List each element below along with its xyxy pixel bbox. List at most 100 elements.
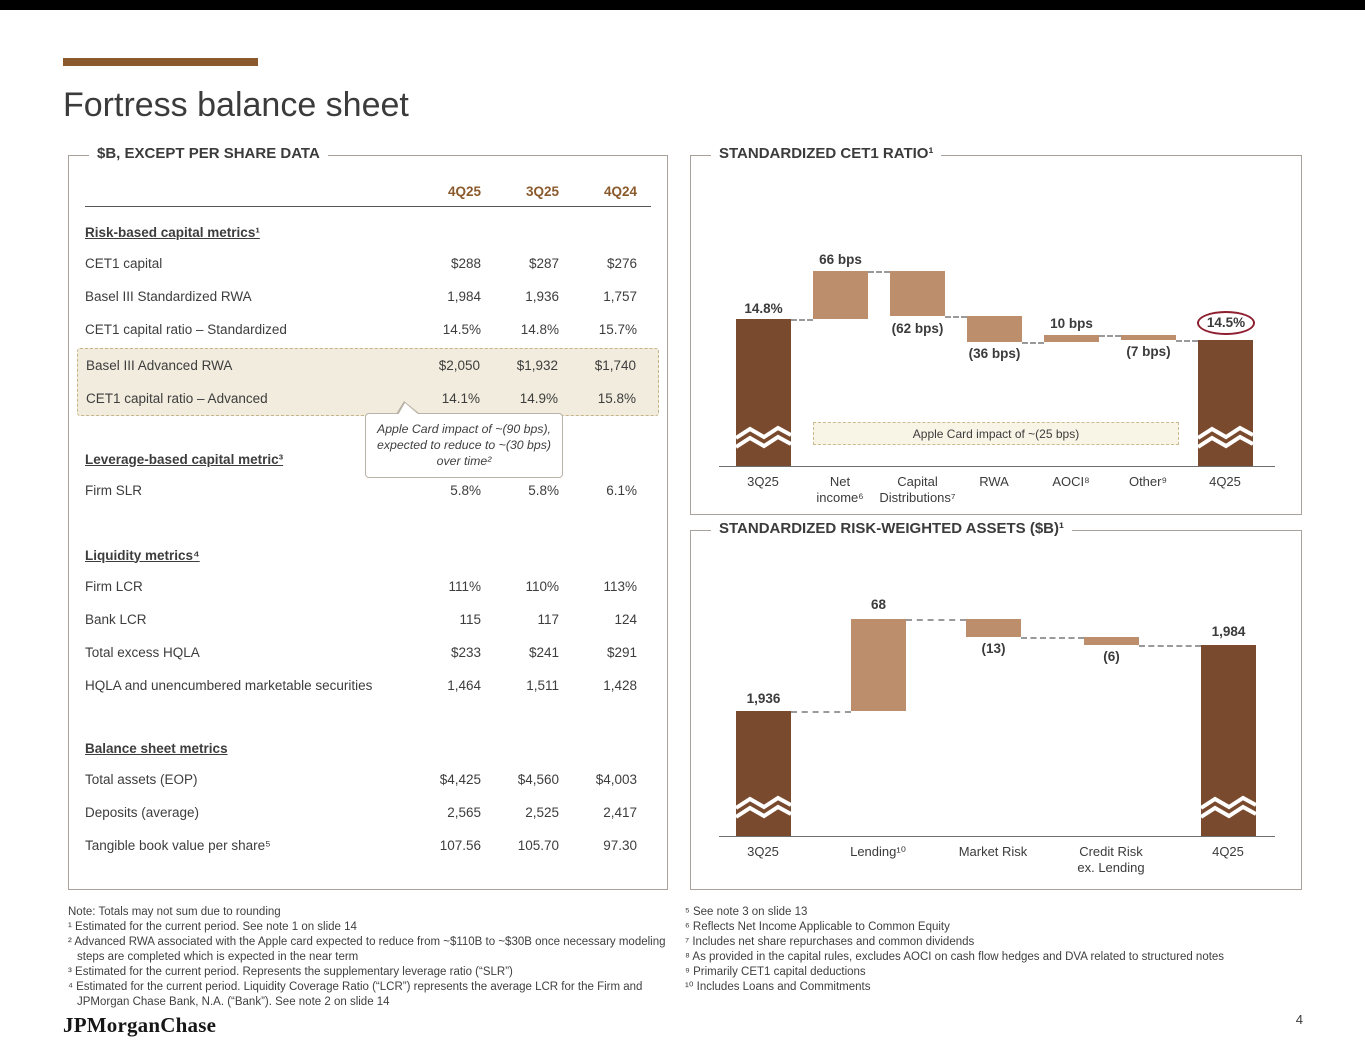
row-value: 124 — [614, 612, 637, 627]
waterfall-bar-credit-risk — [1084, 637, 1139, 645]
row-value: 117 — [537, 612, 559, 627]
row-value: 1,757 — [603, 289, 637, 304]
table-row: Basel III Standardized RWA 1,984 1,936 1… — [85, 280, 651, 313]
table-row: Tangible book value per share⁵ 107.56 10… — [85, 829, 651, 862]
x-axis-label: Market Risk — [958, 844, 1028, 859]
apple-card-annotation: Apple Card impact of ~(25 bps) — [813, 422, 1179, 445]
connector-line — [906, 619, 966, 621]
connector-line — [945, 316, 967, 318]
bar-label-4q25: 1,984 — [1211, 624, 1246, 639]
row-value: $288 — [450, 256, 481, 271]
x-axis-label: 3Q25 — [747, 844, 779, 859]
footnote: ² Advanced RWA associated with the Apple… — [68, 935, 666, 963]
x-axis-label: Lending¹⁰ — [850, 844, 906, 859]
row-value: 1,511 — [526, 678, 559, 693]
row-value: 2,417 — [603, 805, 637, 820]
table-row: Bank LCR 115 117 124 — [85, 603, 651, 636]
connector-line — [791, 711, 851, 713]
footnote: ⁵ See note 3 on slide 13 — [685, 906, 808, 918]
rwa-panel: STANDARDIZED RISK-WEIGHTED ASSETS ($B)¹ … — [690, 520, 1302, 890]
footnotes-left: Note: Totals may not sum due to rounding… — [68, 905, 670, 1010]
footnote: ⁶ Reflects Net Income Applicable to Comm… — [685, 920, 950, 933]
apple-card-callout: Apple Card impact of ~(90 bps), expected… — [365, 401, 563, 478]
row-value: 113% — [603, 579, 637, 594]
row-label: Tangible book value per share⁵ — [85, 838, 271, 853]
x-axis-label: RWA — [979, 474, 1009, 489]
bar-label-4q25-circled: 14.5% — [1181, 311, 1271, 335]
cet1-ratio-panel: STANDARDIZED CET1 RATIO¹ 14.8% 66 bps (6… — [690, 145, 1302, 515]
footnotes-right: ⁵ See note 3 on slide 13 ⁶ Reflects Net … — [685, 905, 1303, 995]
bar-label-rwa: (36 bps) — [968, 346, 1021, 361]
row-value: 115 — [459, 612, 481, 627]
x-axis-label: AOCI⁸ — [1052, 474, 1090, 489]
row-value: 1,936 — [525, 289, 559, 304]
section-risk-based: Risk-based capital metrics¹ — [85, 217, 651, 247]
waterfall-bar-market-risk — [966, 619, 1021, 637]
footnote: ³ Estimated for the current period. Repr… — [68, 965, 513, 978]
waterfall-bar-lending — [851, 619, 906, 711]
connector-line — [868, 271, 890, 273]
table-row: HQLA and unencumbered marketable securit… — [85, 669, 651, 702]
row-label: Deposits (average) — [85, 805, 200, 820]
waterfall-bar-other — [1121, 335, 1176, 340]
table-row: CET1 capital $288 $287 $276 — [85, 247, 651, 280]
row-value: 97.30 — [603, 838, 637, 853]
footnote: ⁹ Primarily CET1 capital deductions — [685, 965, 866, 978]
bar-label-3q25: 14.8% — [744, 301, 783, 316]
waterfall-bar-3q25 — [736, 711, 791, 836]
cet1-end-value-circle: 14.5% — [1196, 311, 1256, 335]
connector-line — [1176, 340, 1198, 342]
footnote: Note: Totals may not sum due to rounding — [68, 906, 281, 918]
page-number: 4 — [1295, 1012, 1303, 1027]
column-header-3q25: 3Q25 — [525, 184, 559, 199]
row-value: 110% — [525, 579, 559, 594]
row-value: $4,425 — [439, 772, 481, 787]
waterfall-bar-3q25 — [736, 319, 791, 466]
row-value: 1,984 — [447, 289, 481, 304]
row-label: Basel III Standardized RWA — [85, 289, 252, 304]
bar-label-capital-distributions: (62 bps) — [891, 321, 944, 336]
row-value: 5.8% — [450, 483, 481, 498]
row-label: CET1 capital ratio – Advanced — [86, 391, 268, 406]
row-value: $1,740 — [594, 358, 636, 373]
row-value: 6.1% — [606, 483, 637, 498]
row-label: Bank LCR — [85, 612, 147, 627]
jpmorganchase-logo: JPMorganChase — [63, 1013, 217, 1037]
connector-line — [1139, 645, 1201, 647]
rwa-panel-legend: STANDARDIZED RISK-WEIGHTED ASSETS ($B)¹ — [711, 520, 1072, 537]
table-row: Total excess HQLA $233 $241 $291 — [85, 636, 651, 669]
title-accent-bar — [63, 58, 258, 66]
row-label: CET1 capital — [85, 256, 163, 271]
cet1-waterfall-chart: 14.8% 66 bps (62 bps) (36 bps) 10 bps (7… — [691, 156, 1301, 514]
row-value: 14.8% — [520, 322, 559, 337]
connector-line — [791, 319, 813, 321]
row-value: $1,932 — [516, 358, 558, 373]
row-label: CET1 capital ratio – Standardized — [85, 322, 287, 337]
axis-break-icon — [736, 795, 791, 819]
row-value: $241 — [528, 645, 559, 660]
table-row: CET1 capital ratio – Standardized 14.5% … — [85, 313, 651, 346]
metrics-table: 4Q25 3Q25 4Q24 Risk-based capital metric… — [69, 156, 667, 862]
advanced-metrics-highlight: Basel III Advanced RWA $2,050 $1,932 $1,… — [77, 348, 659, 416]
axis-break-icon — [1198, 425, 1253, 449]
table-header-row: 4Q25 3Q25 4Q24 — [85, 184, 651, 207]
connector-line — [1022, 342, 1044, 344]
waterfall-bar-aoci — [1044, 335, 1099, 342]
bar-label-net-income: 66 bps — [819, 252, 862, 267]
rwa-waterfall-chart: 1,936 68 (13) (6) 1,984 3Q25 Lending¹⁰ M… — [691, 531, 1301, 889]
waterfall-bar-4q25 — [1198, 340, 1253, 466]
waterfall-bar-capital-distributions — [890, 271, 945, 316]
footnote: ⁷ Includes net share repurchases and com… — [685, 935, 975, 948]
row-label: Firm SLR — [85, 483, 142, 498]
x-axis-label: 4Q25 — [1209, 474, 1241, 489]
row-value: 111% — [448, 579, 481, 594]
section-liquidity: Liquidity metrics⁴ — [85, 540, 651, 570]
x-axis-label: 3Q25 — [747, 474, 779, 489]
section-label: Balance sheet metrics — [85, 740, 228, 756]
page-title: Fortress balance sheet — [63, 86, 409, 124]
x-axis-label: 4Q25 — [1212, 844, 1244, 859]
row-value: 2,565 — [447, 805, 481, 820]
row-value: 14.9% — [519, 391, 558, 406]
x-axis-line — [719, 836, 1275, 837]
top-black-bar — [0, 0, 1365, 10]
